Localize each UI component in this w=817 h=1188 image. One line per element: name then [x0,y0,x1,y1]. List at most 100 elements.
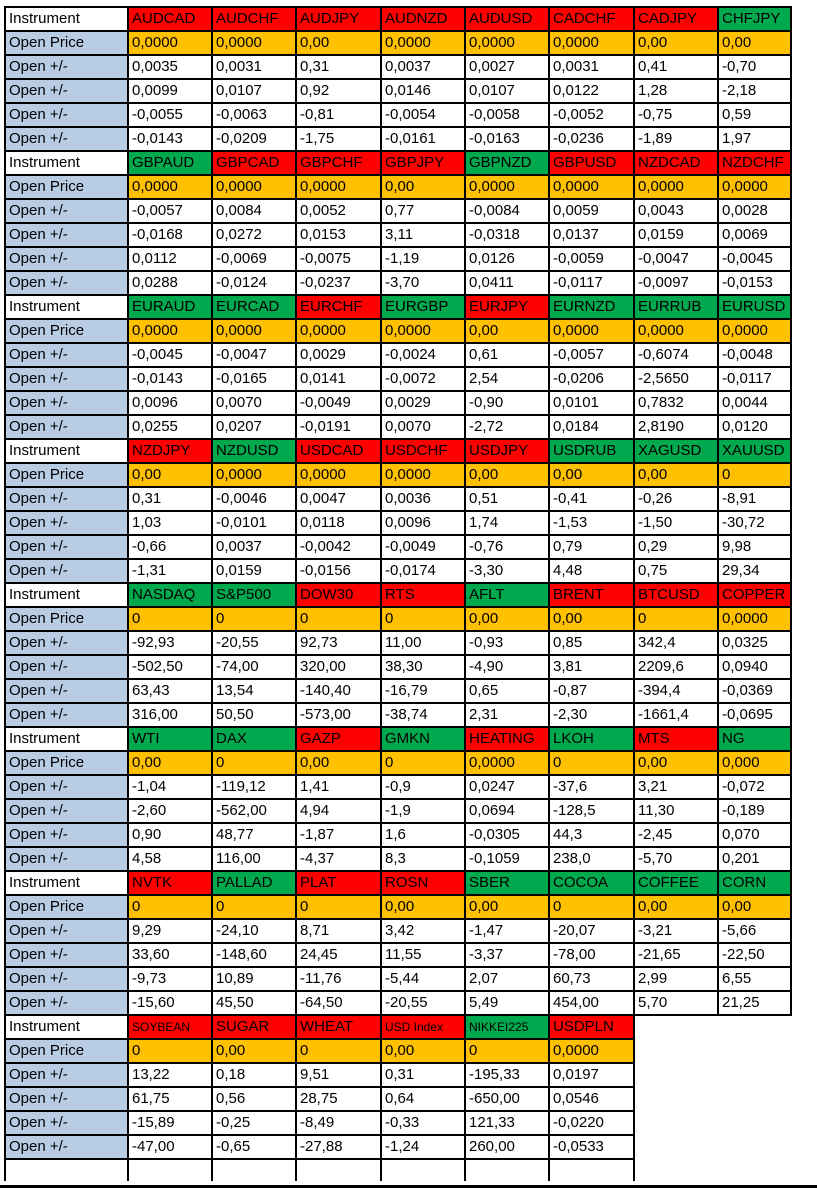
open-price-cell[interactable]: 0,0000 [548,318,635,344]
open-price-cell[interactable]: 0,0000 [127,174,213,200]
instrument-header[interactable]: USDCAD [295,438,382,464]
instrument-header[interactable]: NASDAQ [127,582,213,608]
open-change-cell[interactable]: 11,30 [633,798,719,824]
open-change-cell[interactable]: -0,0059 [548,246,635,272]
instrument-header[interactable]: GBPCHF [295,150,382,176]
instrument-header[interactable]: AUDCAD [127,6,213,32]
instrument-header[interactable]: GAZP [295,726,382,752]
open-price-cell[interactable]: 0,0000 [295,318,382,344]
open-price-cell[interactable]: 0,0000 [717,174,792,200]
open-change-cell[interactable]: -16,79 [380,678,466,704]
instrument-header[interactable]: GBPJPY [380,150,466,176]
instrument-header[interactable]: EURCAD [211,294,297,320]
open-change-cell[interactable]: -2,60 [127,798,213,824]
open-price-cell[interactable]: 0,00 [548,606,635,632]
open-price-cell[interactable]: 0,00 [464,462,550,488]
row-label-open-change[interactable]: Open +/- [4,966,129,992]
instrument-header[interactable]: GBPNZD [464,150,550,176]
open-price-cell[interactable]: 0,0000 [633,318,719,344]
open-change-cell[interactable]: 4,48 [548,558,635,584]
open-change-cell[interactable]: 0,0107 [464,78,550,104]
open-price-cell[interactable]: 0 [127,606,213,632]
open-change-cell[interactable]: 0,51 [464,486,550,512]
row-label-open-change[interactable]: Open +/- [4,1110,129,1136]
open-price-cell[interactable]: 0,0000 [127,318,213,344]
open-change-cell[interactable]: 0,0037 [380,54,466,80]
open-change-cell[interactable]: -24,10 [211,918,297,944]
open-price-cell[interactable]: 0,0000 [717,606,792,632]
open-change-cell[interactable]: -27,88 [295,1134,382,1160]
open-change-cell[interactable]: -0,0024 [380,342,466,368]
open-change-cell[interactable]: 6,55 [717,966,792,992]
open-change-cell[interactable]: -0,26 [633,486,719,512]
open-change-cell[interactable]: -1,47 [464,918,550,944]
row-label-instrument[interactable]: Instrument [4,150,129,176]
open-change-cell[interactable]: 3,81 [548,654,635,680]
open-change-cell[interactable]: -0,0097 [633,270,719,296]
open-change-cell[interactable]: -47,00 [127,1134,213,1160]
open-change-cell[interactable]: 0,0036 [380,486,466,512]
open-change-cell[interactable]: 0,0096 [127,390,213,416]
open-change-cell[interactable]: -0,0057 [548,342,635,368]
row-label-open-change[interactable]: Open +/- [4,510,129,536]
instrument-header[interactable]: NIKKEI225 [464,1014,550,1040]
open-price-cell[interactable]: 0,00 [464,894,550,920]
row-label-open-price[interactable]: Open Price [4,318,129,344]
open-change-cell[interactable]: 1,97 [717,126,792,152]
open-change-cell[interactable]: -1,04 [127,774,213,800]
instrument-header[interactable]: COCOA [548,870,635,896]
open-price-cell[interactable]: 0,00 [717,894,792,920]
open-change-cell[interactable]: -0,0533 [548,1134,635,1160]
instrument-header[interactable]: NZDCAD [633,150,719,176]
open-change-cell[interactable]: 0,0027 [464,54,550,80]
open-price-cell[interactable]: 0,0000 [211,318,297,344]
open-change-cell[interactable]: 24,45 [295,942,382,968]
open-price-cell[interactable]: 0 [211,894,297,920]
instrument-header[interactable]: NZDJPY [127,438,213,464]
open-price-cell[interactable]: 0 [717,462,792,488]
open-change-cell[interactable]: 0,0084 [211,198,297,224]
open-change-cell[interactable]: -0,0049 [380,534,466,560]
open-change-cell[interactable]: 0,0159 [211,558,297,584]
open-change-cell[interactable]: 0,0099 [127,78,213,104]
open-change-cell[interactable]: 0,0153 [295,222,382,248]
open-change-cell[interactable]: -0,0063 [211,102,297,128]
instrument-header[interactable]: XAGUSD [633,438,719,464]
open-change-cell[interactable]: 61,75 [127,1086,213,1112]
row-label-open-change[interactable]: Open +/- [4,558,129,584]
open-change-cell[interactable]: -119,12 [211,774,297,800]
open-change-cell[interactable]: -0,0191 [295,414,382,440]
row-label-instrument[interactable]: Instrument [4,438,129,464]
open-change-cell[interactable]: -0,0156 [295,558,382,584]
open-price-cell[interactable]: 0,00 [464,318,550,344]
open-price-cell[interactable]: 0 [380,606,466,632]
open-price-cell[interactable]: 0,0000 [380,30,466,56]
row-label-open-change[interactable]: Open +/- [4,774,129,800]
open-change-cell[interactable]: -74,00 [211,654,297,680]
open-change-cell[interactable]: 0,070 [717,822,792,848]
open-change-cell[interactable]: 13,22 [127,1062,213,1088]
open-change-cell[interactable]: 0,0035 [127,54,213,80]
instrument-header[interactable]: S&P500 [211,582,297,608]
row-label-open-price[interactable]: Open Price [4,30,129,56]
instrument-header[interactable]: GMKN [380,726,466,752]
open-change-cell[interactable]: 0,18 [211,1062,297,1088]
row-label-open-change[interactable]: Open +/- [4,1086,129,1112]
instrument-header[interactable]: PLAT [295,870,382,896]
open-change-cell[interactable]: -1,31 [127,558,213,584]
open-change-cell[interactable]: 0,0159 [633,222,719,248]
open-change-cell[interactable]: 116,00 [211,846,297,872]
open-change-cell[interactable]: 0,29 [633,534,719,560]
open-change-cell[interactable]: -1,53 [548,510,635,536]
row-label-open-price[interactable]: Open Price [4,462,129,488]
instrument-header[interactable]: EURJPY [464,294,550,320]
instrument-header[interactable]: NZDUSD [211,438,297,464]
row-label-instrument[interactable]: Instrument [4,726,129,752]
open-change-cell[interactable]: -1661,4 [633,702,719,728]
open-change-cell[interactable]: -0,0695 [717,702,792,728]
open-change-cell[interactable]: -0,9 [380,774,466,800]
open-price-cell[interactable]: 0 [380,750,466,776]
open-change-cell[interactable]: 1,41 [295,774,382,800]
open-change-cell[interactable]: -0,0143 [127,126,213,152]
row-label-open-change[interactable]: Open +/- [4,390,129,416]
